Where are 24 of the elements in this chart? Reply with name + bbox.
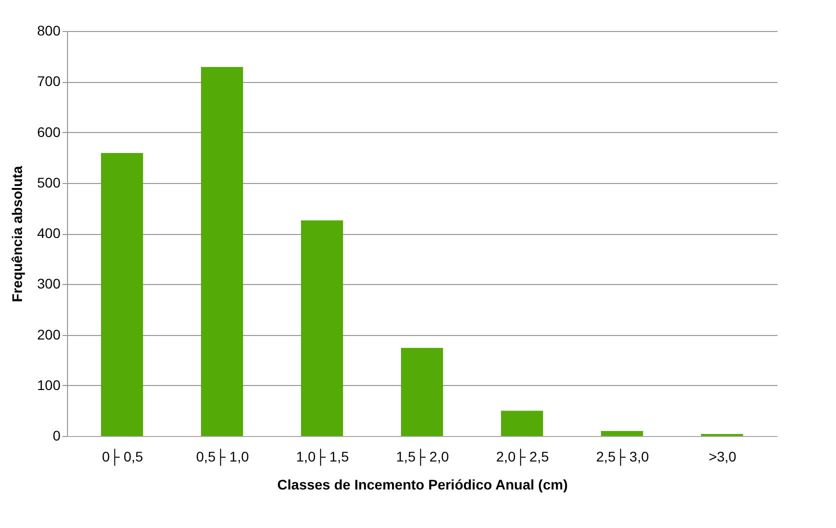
- y-tick-label: 400: [37, 225, 61, 241]
- x-tick-label: 2,5├ 3,0: [596, 448, 650, 466]
- bar: [301, 220, 343, 436]
- y-tick-label: 500: [37, 174, 61, 190]
- x-tick-label: 2,0├ 2,5: [496, 448, 550, 466]
- bar: [101, 153, 143, 436]
- bar: [501, 410, 543, 436]
- bar: [601, 430, 643, 436]
- x-axis-title: Classes de Incemento Periódico Anual (cm): [277, 476, 568, 492]
- y-tick-label: 300: [37, 276, 61, 292]
- y-tick-label: 100: [37, 376, 61, 393]
- x-tick-label: 1,0├ 1,5: [296, 448, 350, 466]
- y-tick-label: 800: [37, 22, 61, 38]
- x-tick-label: 1,5├ 2,0: [396, 448, 450, 466]
- x-tick-label: >3,0: [708, 448, 737, 464]
- x-tick-label: 0├ 0,5: [102, 448, 144, 466]
- y-tick-label: 0: [52, 428, 61, 444]
- bar: [401, 348, 443, 436]
- y-tick-label: 200: [37, 326, 61, 342]
- y-tick-label: 600: [37, 124, 61, 140]
- y-axis-title: Frequência absoluta: [9, 166, 26, 302]
- y-tick-label: 700: [37, 73, 61, 90]
- x-tick-label: 0,5├ 1,0: [196, 448, 250, 466]
- bar: [201, 66, 243, 436]
